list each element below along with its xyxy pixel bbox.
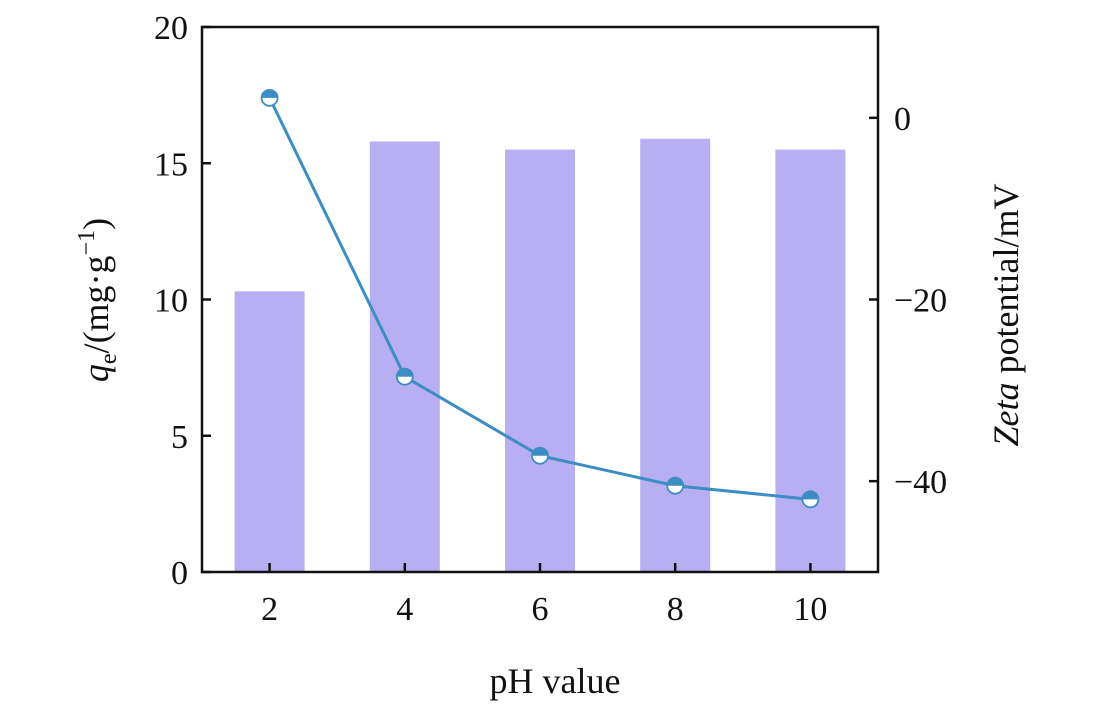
bottom-tick-label: 2 bbox=[261, 591, 278, 628]
bar-ph-6 bbox=[505, 149, 575, 572]
bar-ph-10 bbox=[775, 149, 846, 572]
y-axis-title-unit: /(mg·g bbox=[76, 255, 116, 353]
bar-series bbox=[234, 138, 846, 572]
y2-axis-title: Zeta potential/mV bbox=[986, 184, 1026, 447]
bottom-tick-label: 10 bbox=[793, 591, 827, 628]
bar-ph-4 bbox=[369, 141, 440, 572]
left-tick-label: 5 bbox=[171, 419, 188, 456]
left-tick-label: 15 bbox=[154, 146, 188, 183]
y2-axis-title-italic: Zeta bbox=[986, 382, 1026, 446]
zeta-point-ph-10 bbox=[801, 490, 820, 509]
zeta-point-ph-4 bbox=[395, 367, 414, 386]
y2-axis-title-rest: potential/mV bbox=[986, 184, 1026, 383]
right-tick-label: −20 bbox=[894, 283, 947, 320]
left-axis-ticks: 0 5 10 15 20 bbox=[154, 10, 211, 592]
zeta-point-ph-6 bbox=[531, 446, 549, 465]
zeta-point-ph-8 bbox=[666, 476, 685, 495]
bar-ph-8 bbox=[640, 138, 711, 572]
right-tick-label: 0 bbox=[894, 101, 911, 138]
bottom-tick-label: 6 bbox=[532, 591, 549, 628]
bar-ph-2 bbox=[234, 291, 305, 572]
left-tick-label: 10 bbox=[154, 283, 188, 320]
zeta-point-ph-2 bbox=[260, 88, 279, 107]
right-axis-ticks: 0 −20 −40 bbox=[869, 101, 947, 501]
right-tick-label: −40 bbox=[894, 464, 947, 501]
y-axis-title-subscript: e bbox=[96, 353, 122, 364]
bottom-tick-label: 4 bbox=[396, 591, 413, 628]
left-tick-label: 20 bbox=[154, 10, 188, 47]
bottom-tick-label: 8 bbox=[667, 591, 684, 628]
bottom-axis-ticks: 2 4 6 8 10 bbox=[261, 563, 827, 628]
y-axis-title-unit-end: ) bbox=[76, 218, 116, 230]
y-axis-title: qe/(mg·g−1) bbox=[74, 218, 122, 382]
line-series bbox=[260, 88, 820, 509]
y-axis-title-superscript: −1 bbox=[74, 230, 100, 256]
x-axis-title: pH value bbox=[490, 661, 621, 701]
left-tick-label: 0 bbox=[171, 555, 188, 592]
y-axis-title-symbol: q bbox=[76, 364, 116, 382]
